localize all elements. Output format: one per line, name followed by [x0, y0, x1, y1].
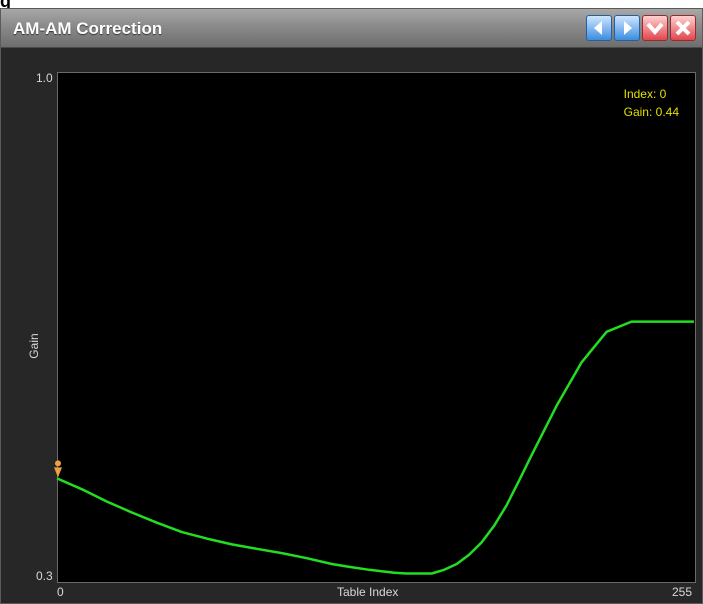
- readout-index: Index: 0: [623, 87, 667, 101]
- x-tick-label-min: 0: [57, 585, 64, 599]
- cursor-readout: Index: 0 Gain: 0.44: [624, 85, 679, 121]
- readout-gain: Gain: 0.44: [623, 105, 679, 119]
- cursor-marker-icon[interactable]: [54, 460, 62, 478]
- next-button[interactable]: [614, 15, 640, 41]
- x-tick-label-max: 255: [672, 585, 693, 599]
- check-icon: [646, 22, 664, 36]
- confirm-button[interactable]: [642, 15, 668, 41]
- x-axis-label: Table Index: [337, 585, 399, 599]
- gain-curve-line-0: [56, 320, 694, 575]
- am-am-correction-window: AM-AM Correction Index: 0 Gain: 0.: [0, 8, 703, 604]
- gain-plot-area[interactable]: Index: 0 Gain: 0.44: [57, 72, 696, 583]
- prev-icon: [594, 21, 602, 35]
- y-tick-label-min: 0.3: [36, 569, 53, 583]
- next-icon: [624, 21, 632, 35]
- clipped-caption-fragment: g: [0, 0, 11, 11]
- window-title: AM-AM Correction: [13, 19, 163, 38]
- close-button[interactable]: [670, 15, 696, 41]
- y-tick-label-max: 1.0: [36, 71, 53, 85]
- window-titlebar: AM-AM Correction: [1, 9, 702, 48]
- close-icon: [675, 20, 691, 36]
- prev-button[interactable]: [586, 15, 612, 41]
